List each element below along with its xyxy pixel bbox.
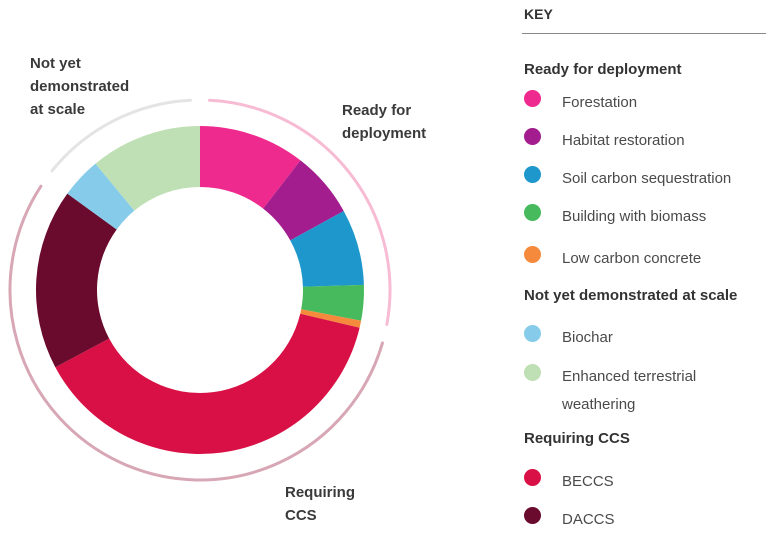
- legend-label: Forestation: [562, 94, 638, 111]
- legend-label: Enhanced terrestrial weathering: [562, 368, 697, 413]
- key-divider: [522, 33, 766, 34]
- swatch-building-biomass: [524, 204, 541, 221]
- key-group-not-yet: Not yet demonstrated at scale: [524, 287, 738, 304]
- slice-biochar: [67, 163, 135, 230]
- ring-label-ccs: Requiring CCS: [285, 484, 355, 524]
- ring-label-not-yet: Not yet demonstrated at scale: [30, 55, 130, 118]
- donut-slices: [36, 126, 364, 454]
- swatch-enhanced-weathering: [524, 364, 541, 381]
- swatch-daccs: [524, 507, 541, 524]
- swatch-soil-carbon: [524, 166, 541, 183]
- key-title: KEY: [524, 6, 553, 22]
- group-arc-ready-for-deployment: [207, 98, 392, 326]
- legend-label: Low carbon concrete: [562, 250, 702, 267]
- legend-label: Biochar: [562, 329, 613, 346]
- legend-label: DACCS: [562, 511, 615, 528]
- slice-habitat-restoration: [263, 160, 344, 241]
- slice-daccs: [36, 193, 117, 368]
- group-arcs: [8, 98, 392, 482]
- group-arc-requiring-ccs: [8, 184, 384, 482]
- swatch-forestation: [524, 90, 541, 107]
- legend-label: Soil carbon sequestration: [562, 170, 732, 187]
- slice-forestation: [200, 126, 301, 209]
- legend-label: BECCS: [562, 473, 614, 490]
- ring-label-ready: Ready for deployment: [342, 102, 427, 142]
- slice-soil-carbon-sequestration: [290, 210, 364, 287]
- legend-label: Building with biomass: [562, 208, 707, 225]
- slice-beccs: [55, 313, 360, 454]
- slice-building-with-biomass: [301, 284, 364, 321]
- donut-chart: [8, 98, 392, 482]
- swatch-biochar: [524, 325, 541, 342]
- key-group-ccs: Requiring CCS: [524, 430, 630, 447]
- slice-low-carbon-concrete: [300, 309, 362, 328]
- group-arc-not-yet-demonstrated-at-scale: [50, 98, 193, 173]
- legend-label: Habitat restoration: [562, 132, 685, 149]
- key-group-ready: Ready for deployment: [524, 61, 682, 78]
- slice-enhanced-terrestrial-weathering: [95, 126, 200, 211]
- swatch-low-carbon-concrete: [524, 246, 541, 263]
- swatch-beccs: [524, 469, 541, 486]
- swatch-habitat-restoration: [524, 128, 541, 145]
